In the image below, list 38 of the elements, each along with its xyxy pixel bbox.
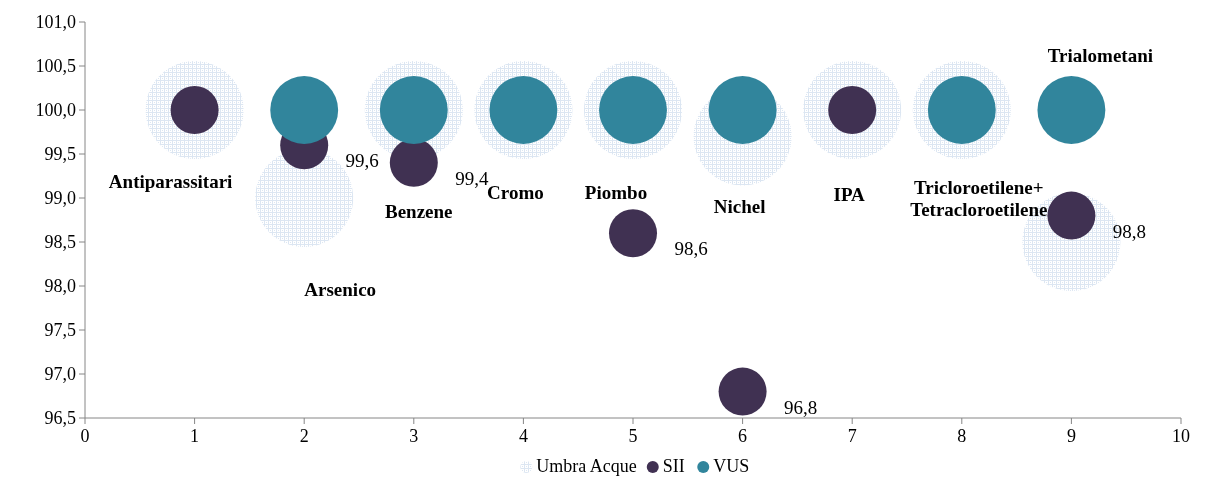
annotation: Piombo — [584, 182, 648, 203]
x-tick-label: 7 — [847, 426, 857, 446]
legend-label: SII — [662, 456, 685, 476]
annotation: Nichel — [713, 196, 766, 218]
y-tick-label: 97,0 — [44, 364, 76, 384]
x-tick-label: 10 — [1172, 426, 1190, 446]
data-label: 98,8 — [1112, 220, 1147, 242]
x-tick-label: 9 — [1066, 426, 1076, 446]
x-tick-label: 4 — [518, 426, 528, 446]
legend-label: Umbra Acque — [536, 456, 637, 476]
y-tick-label: 100,5 — [35, 56, 76, 76]
annotation: Antiparassitari — [108, 171, 233, 192]
y-tick-label: 98,5 — [44, 232, 76, 252]
annotation: IPA — [833, 184, 866, 205]
y-tick-label: 98,0 — [44, 276, 76, 296]
x-tick-label: 3 — [409, 426, 419, 446]
x-tick-label: 5 — [628, 426, 638, 446]
y-tick-label: 99,5 — [44, 144, 76, 164]
y-tick-label: 97,5 — [44, 320, 76, 340]
y-tick-label: 99,0 — [44, 188, 76, 208]
annotation: Cromo — [487, 182, 544, 203]
data-label: 98,6 — [674, 238, 708, 260]
annotation: Benzene — [385, 201, 453, 222]
annotation: Arsenico — [304, 279, 377, 300]
annotation: Trialometani — [1047, 45, 1153, 66]
y-tick-label: 100,0 — [35, 100, 76, 120]
y-tick-label: 101,0 — [35, 12, 76, 32]
x-tick-label: 6 — [738, 426, 748, 446]
data-label: 99,4 — [455, 167, 489, 189]
data-label: 96,8 — [783, 396, 818, 418]
x-tick-label: 1 — [190, 426, 200, 446]
x-tick-label: 0 — [80, 426, 90, 446]
data-label: 99,6 — [345, 150, 379, 172]
x-tick-label: 2 — [299, 426, 309, 446]
legend-label: VUS — [713, 456, 750, 476]
y-tick-label: 96,5 — [44, 408, 76, 428]
annotation: Tricloroetilene+ Tetracloroetilene — [910, 177, 1048, 220]
x-tick-label: 8 — [957, 426, 967, 446]
